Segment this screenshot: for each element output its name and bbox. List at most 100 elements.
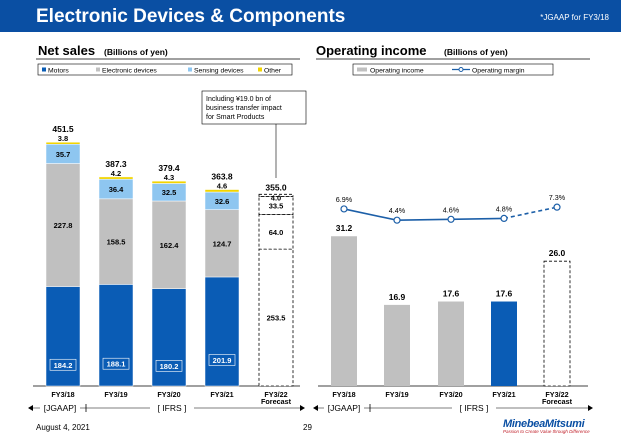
annotation-line-2: business transfer impact xyxy=(206,105,282,112)
total-value-0: 451.5 xyxy=(52,124,74,134)
income-bar-0 xyxy=(331,236,357,386)
income-bar-1 xyxy=(384,304,410,386)
right-ifrs-label: [ IFRS ] xyxy=(460,403,489,413)
bar-motors-3 xyxy=(204,276,240,387)
motors-value-0: 184.2 xyxy=(54,361,73,370)
electronic-value-1: 158.5 xyxy=(107,238,126,247)
motors-label-box-2 xyxy=(155,360,183,372)
total-value-3: 363.8 xyxy=(211,172,233,182)
electronic-value-2: 162.4 xyxy=(160,241,180,250)
x-tick-label-right-1: FY3/19 xyxy=(385,390,408,399)
sensing-value-2: 32.5 xyxy=(162,188,177,197)
bar-electronic-devices-0 xyxy=(45,163,81,287)
logo-wordmark: MinebeaMitsumi xyxy=(503,418,585,430)
margin-label-4: 7.3% xyxy=(549,193,566,202)
bar-motors-1 xyxy=(98,284,134,387)
margin-label-2: 4.6% xyxy=(443,205,460,214)
sensing-value-3: 32.6 xyxy=(215,197,230,206)
motors-label-box-3 xyxy=(208,354,236,366)
legend-label-margin: Operating margin xyxy=(472,68,525,75)
margin-label-1: 4.4% xyxy=(389,206,406,215)
legend-swatch-income xyxy=(357,67,367,72)
legend-label-1: Electronic devices xyxy=(102,68,157,75)
electronic-value-3: 124.7 xyxy=(213,239,232,248)
legend-marker-margin xyxy=(458,67,464,72)
income-value-3: 17.6 xyxy=(496,289,513,299)
other-value-0: 3.8 xyxy=(58,134,68,143)
bar-other-3 xyxy=(204,189,240,193)
annotation-line-1: Including ¥19.0 bn of xyxy=(206,96,271,103)
margin-label-3: 4.8% xyxy=(496,204,513,213)
margin-line-forecast xyxy=(503,206,558,220)
motors-value-2: 180.2 xyxy=(160,362,179,371)
x-tick-label-right-3: FY3/21 xyxy=(492,390,515,399)
legend-swatch-2 xyxy=(188,67,192,72)
margin-point-1 xyxy=(393,216,401,224)
x-tick-label-0: FY3/18 xyxy=(51,390,74,399)
forecast-bar-motors xyxy=(258,248,294,387)
income-bar-2 xyxy=(438,301,464,386)
company-logo: MinebeaMitsumi Passion to Create Value t… xyxy=(503,418,590,434)
op-income-title: Operating income xyxy=(316,43,427,58)
right-jgaap-label: [JGAAP] xyxy=(328,403,361,413)
legend-label-2: Sensing devices xyxy=(194,68,244,75)
op-income-unit: (Billions of yen) xyxy=(444,47,508,57)
forecast-total-value: 355.0 xyxy=(265,182,287,192)
sensing-value-1: 36.4 xyxy=(109,185,124,194)
x-tick-label-4: FY3/22 xyxy=(264,390,287,399)
annotation-line-3: for Smart Products xyxy=(206,114,265,121)
electronic-value-0: 227.8 xyxy=(54,221,73,230)
legend-swatch-0 xyxy=(42,67,46,72)
bar-motors-2 xyxy=(151,288,187,387)
op-income-legend: Operating income Operating margin xyxy=(352,63,554,76)
other-value-3: 4.6 xyxy=(217,182,227,191)
net-sales-title: Net sales xyxy=(38,43,95,58)
legend-label-0: Motors xyxy=(48,68,69,75)
header-note: *JGAAP for FY3/18 xyxy=(540,13,609,22)
net-sales-legend: Motors Electronic devices Sensing devices O… xyxy=(37,63,293,76)
margin-line xyxy=(343,208,505,222)
page-title: Electronic Devices & Components xyxy=(36,6,346,27)
x-tick-label-2: FY3/20 xyxy=(157,390,180,399)
legend-label-income: Operating income xyxy=(370,68,424,75)
annotation-callout: Including ¥19.0 bn of business transfer … xyxy=(201,90,307,178)
x-tick-label-right-4: FY3/22 xyxy=(545,390,568,399)
margin-point-3 xyxy=(500,214,508,222)
x-tick-label-1: FY3/19 xyxy=(104,390,127,399)
forecast-bar-other xyxy=(258,193,294,197)
right-period-labels: [JGAAP] [ IFRS ] xyxy=(313,402,593,414)
income-bar-3 xyxy=(491,301,517,386)
sensing-value-0: 35.7 xyxy=(56,150,71,159)
margin-point-0 xyxy=(340,205,348,213)
page-number: 29 xyxy=(303,423,312,432)
legend-swatch-3 xyxy=(258,67,262,72)
x-tick-label-right-2: FY3/20 xyxy=(439,390,462,399)
forecast-electronic-value: 64.0 xyxy=(269,228,284,237)
left-ifrs-label: [ IFRS ] xyxy=(158,403,187,413)
net-sales-unit: (Billions of yen) xyxy=(104,47,168,57)
income-value-2: 17.6 xyxy=(443,289,460,299)
other-value-1: 4.2 xyxy=(111,169,121,178)
x-tick-sublabel-4: Forecast xyxy=(261,397,292,406)
header-bar: Electronic Devices & Components *JGAAP f… xyxy=(0,0,621,32)
legend-label-3: Other xyxy=(264,68,282,75)
income-bar-forecast xyxy=(543,260,571,387)
bar-motors-0 xyxy=(45,286,81,387)
motors-label-box-1 xyxy=(102,357,130,370)
margin-label-0: 6.9% xyxy=(336,195,353,204)
income-value-1: 16.9 xyxy=(389,292,406,302)
forecast-bar-electronic-devices xyxy=(258,214,294,250)
bar-other-1 xyxy=(98,176,134,180)
forecast-sensing-value: 33.5 xyxy=(269,202,284,211)
left-period-labels: [JGAAP] [ IFRS ] xyxy=(28,402,305,414)
x-tick-label-3: FY3/21 xyxy=(210,390,233,399)
total-value-2: 379.4 xyxy=(158,163,180,173)
total-value-1: 387.3 xyxy=(105,159,127,169)
op-income-chart: 31.2 FY3/18 16.9 FY3/19 17.6 FY3/20 17.6 FY3/21… xyxy=(318,193,588,406)
motors-value-3: 201.9 xyxy=(213,356,232,365)
motors-label-box-0 xyxy=(49,358,77,371)
left-jgaap-label: [JGAAP] xyxy=(44,403,77,413)
bar-other-0 xyxy=(45,141,81,145)
